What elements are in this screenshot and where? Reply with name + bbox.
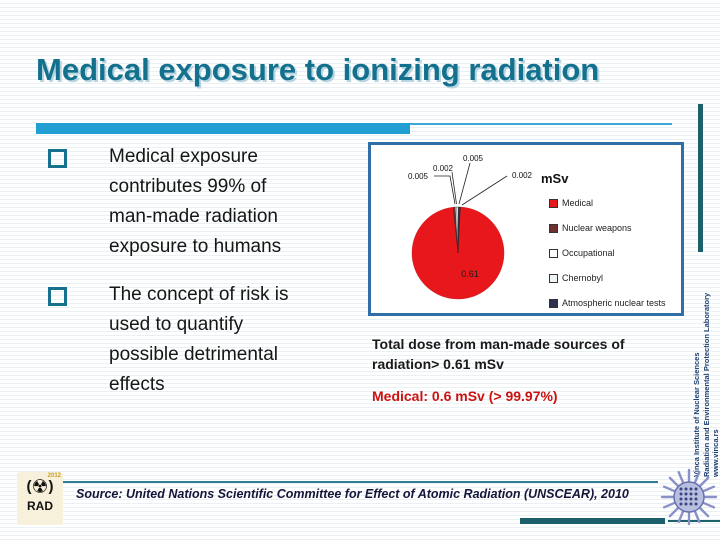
footer-divider-line [40,481,658,483]
vinca-logo-rays [660,468,718,526]
title-underline-line [410,123,672,125]
leader-line [461,175,508,206]
vinca-logo-lattice [679,487,698,506]
laboratory-name: Radiation and Environmental Protection L… [701,292,711,477]
vinca-logo-core [673,481,705,513]
pie-label: 0.002 [433,164,454,173]
legend-marker-occupational [549,248,558,258]
right-accent-bar [698,104,703,252]
bullet-text: Medical exposure contributes 99% of man-… [109,146,282,257]
bullet-text: The concept of risk is used to quantify … [109,284,289,395]
legend-item: Atmospheric nuclear tests [549,298,681,308]
legend-marker-chernobyl [549,273,558,283]
rad-logo-text: RAD [27,499,53,513]
title-underline-bar [36,123,410,134]
list-item: The concept of risk is used to quantify … [48,280,308,400]
page-title: Medical exposure to ionizing radiation [36,52,600,87]
institute-sidebar-text: Vinca Institute of Nuclear Sciences Radi… [692,267,720,477]
legend-label: Occupational [562,248,615,258]
footer-accent-line [668,520,720,522]
source-citation: Source: United Nations Scientific Commit… [76,487,629,501]
institute-name: Vinca Institute of Nuclear Sciences [692,352,701,478]
legend-marker-medical [549,198,558,208]
chart-legend: mSv Medical Nuclear weapons Occupational… [531,171,681,323]
legend-label: Nuclear weapons [562,223,632,233]
pie-label: 0.005 [463,154,484,163]
total-dose-text: Total dose from man-made sources of radi… [372,336,625,372]
pie-chart: 0.005 0.002 0.005 0.002 0.61 [408,154,533,300]
footer-accent-bar [520,518,665,524]
pie-slice-medical [411,206,505,300]
leader-line [451,171,457,205]
legend-title: mSv [541,171,569,186]
pie-label: 0.002 [512,171,533,180]
pie-chart-panel: 0.005 0.002 0.005 0.002 0.61 mSv Medical… [368,142,684,316]
legend-label: Chernobyl [562,273,604,283]
square-bullet-icon [48,287,67,306]
vinca-institute-logo [660,468,718,526]
legend-item: Chernobyl [549,273,681,283]
leader-line [458,162,471,205]
legend-marker-atmospheric [549,298,558,308]
pie-slice-atmospheric [457,206,461,254]
rad-logo: 2012 (☢) RAD [17,472,63,525]
institute-website: www.vinca.rs [711,429,720,477]
pie-label: 0.005 [408,172,429,181]
medical-dose-text: Medical: 0.6 mSv (> 99.97%) [372,388,558,404]
leader-line [434,175,456,205]
legend-item: Occupational [549,248,681,258]
dose-summary: Total dose from man-made sources of radi… [372,334,682,404]
pie-label-inside: 0.61 [461,269,479,279]
legend-item: Nuclear weapons [549,223,681,233]
legend-label: Medical [562,198,594,208]
radiation-trefoil-icon: (☢) [26,477,54,498]
list-item: Medical exposure contributes 99% of man-… [48,142,308,262]
legend-item: Medical [549,198,681,208]
legend-marker-nuclear-weapons [549,223,558,233]
rad-logo-year: 2012 [47,473,61,479]
square-bullet-icon [48,149,67,168]
bullet-list: Medical exposure contributes 99% of man-… [48,142,308,418]
legend-label: Atmospheric nuclear tests [562,298,666,308]
